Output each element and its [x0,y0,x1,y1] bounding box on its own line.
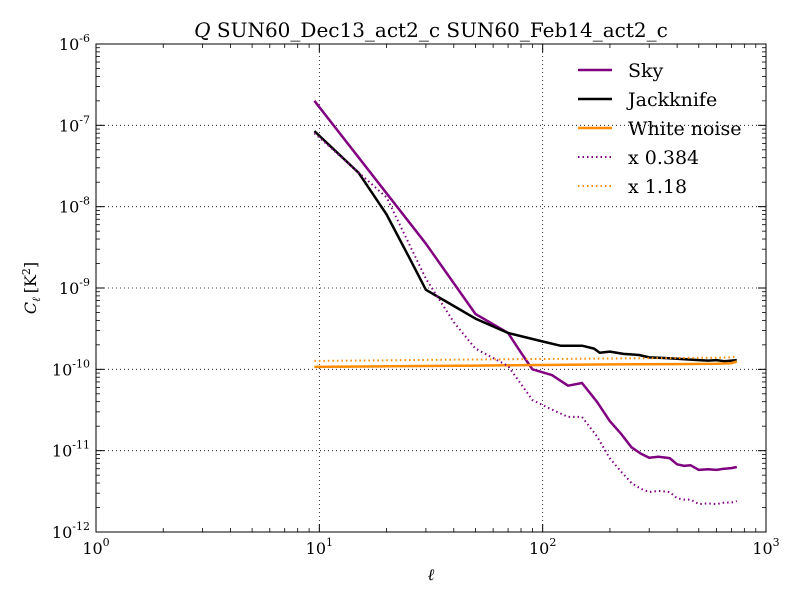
y-label-unit-exponent: 2 [20,268,33,275]
y-tick-exponent: -12 [72,520,90,533]
x-tick-exponent: 0 [103,536,110,549]
x-tick-label: 103 [752,536,779,558]
x-tick-label: 101 [306,536,333,558]
series-line-x-0-384 [313,132,738,506]
plot-frame [95,43,767,533]
x-tick-base: 10 [752,539,772,558]
series-line-white-noise [314,360,738,369]
x-tick-base: 10 [306,539,326,558]
y-tick-exponent: -6 [79,32,90,45]
y-tick-exponent: -11 [72,439,90,452]
y-tick-base: 10 [52,442,72,461]
y-tick-label: 10-10 [52,357,90,379]
x-axis-label: ℓ [428,565,435,584]
legend-label-x-1-18: x 1.18 [628,176,687,198]
y-axis-label: Cℓ [K2] [20,262,43,314]
title-stokes-symbol: Q [194,18,210,42]
x-tick-base: 10 [529,539,549,558]
y-tick-label: 10-7 [59,113,90,135]
y-tick-label: 10-9 [59,276,90,298]
legend-label-jackknife: Jackknife [626,89,717,111]
y-label-symbol: C [21,302,40,314]
chart-title: Q SUN60_Dec13_act2_c SUN60_Feb14_act2_c [194,18,668,42]
y-tick-base: 10 [59,116,79,135]
y-tick-base: 10 [59,35,79,54]
x-tick-label: 100 [82,536,109,558]
y-label-subscript: ℓ [30,297,43,302]
title-text: SUN60_Dec13_act2_c SUN60_Feb14_act2_c [211,18,668,42]
series-line-jackknife [313,130,737,363]
y-label-unit-close: ] [21,262,40,268]
y-tick-base: 10 [59,279,79,298]
x-tick-exponent: 3 [773,536,780,549]
y-tick-base: 10 [52,523,72,542]
y-tick-exponent: -10 [72,357,90,370]
y-tick-label: 10-8 [59,195,90,217]
y-tick-exponent: -9 [79,276,90,289]
legend-label-sky: Sky [628,60,664,82]
y-tick-label: 10-11 [52,439,90,461]
y-tick-label: 10-12 [52,520,90,542]
x-tick-base: 10 [82,539,102,558]
series-line-sky [313,100,738,472]
x-tick-exponent: 1 [326,536,333,549]
x-tick-label: 102 [529,536,556,558]
x-tick-exponent: 2 [549,536,556,549]
grid [96,44,766,532]
y-tick-base: 10 [59,198,79,217]
legend: Sky Jackknife White noise x 0.384 x 1.18 [578,60,742,198]
y-tick-base: 10 [52,360,72,379]
legend-label-x-0-384: x 0.384 [628,147,699,169]
series-lines [313,100,738,506]
y-tick-exponent: -7 [79,113,90,126]
y-label-unit: [K [21,274,40,293]
y-tick-label: 10-6 [59,32,90,54]
axis-ticks: 100 101 102 10310-1210-1110-1010-910-810-71… [52,32,780,558]
legend-label-white-noise: White noise [628,118,742,140]
y-tick-exponent: -8 [79,195,90,208]
